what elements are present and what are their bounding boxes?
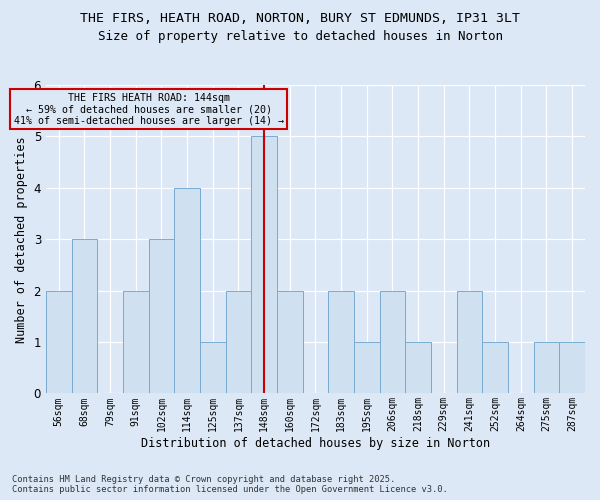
Text: Contains HM Land Registry data © Crown copyright and database right 2025.
Contai: Contains HM Land Registry data © Crown c… (12, 474, 448, 494)
Bar (149, 239, 174, 394)
Y-axis label: Number of detached properties: Number of detached properties (15, 136, 28, 342)
Text: THE FIRS, HEATH ROAD, NORTON, BURY ST EDMUNDS, IP31 3LT: THE FIRS, HEATH ROAD, NORTON, BURY ST ED… (80, 12, 520, 26)
Bar (277, 290, 302, 394)
Bar (123, 290, 149, 394)
Bar (200, 342, 226, 394)
Bar (251, 136, 277, 394)
Bar (328, 290, 354, 394)
Bar (482, 342, 508, 394)
Bar (46, 290, 71, 394)
Bar (380, 290, 406, 394)
Text: Size of property relative to detached houses in Norton: Size of property relative to detached ho… (97, 30, 503, 43)
Bar (559, 342, 585, 394)
Bar (174, 188, 200, 394)
Bar (533, 342, 559, 394)
Bar (226, 290, 251, 394)
Bar (457, 290, 482, 394)
Bar (406, 342, 431, 394)
Bar (71, 239, 97, 394)
X-axis label: Distribution of detached houses by size in Norton: Distribution of detached houses by size … (141, 437, 490, 450)
Bar (354, 342, 380, 394)
Text: THE FIRS HEATH ROAD: 144sqm
← 59% of detached houses are smaller (20)
41% of sem: THE FIRS HEATH ROAD: 144sqm ← 59% of det… (14, 92, 284, 126)
